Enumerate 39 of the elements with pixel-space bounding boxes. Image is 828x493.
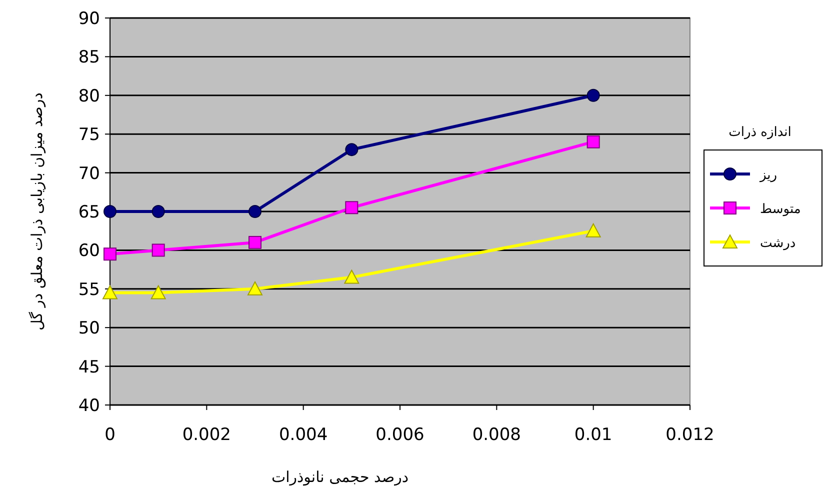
y-tick-label: 45 (78, 357, 100, 378)
point (104, 248, 116, 261)
y-tick-label: 40 (78, 396, 100, 416)
point (150, 285, 166, 300)
x-tick-label: 0.004 (278, 425, 328, 445)
y-tick-label: 70 (78, 164, 100, 184)
legend-title: اندازه ذرات (728, 125, 792, 140)
point (248, 205, 262, 218)
x-tick-label: 0 (104, 425, 116, 445)
legend-label: درشت (760, 236, 796, 251)
y-tick-label: 60 (78, 241, 100, 262)
point (248, 236, 262, 249)
y-tick-label: 90 (78, 9, 100, 29)
point (345, 143, 358, 156)
point (586, 135, 600, 148)
point (152, 244, 165, 257)
point (586, 88, 600, 102)
point (248, 281, 262, 296)
x-tick-label: 0.002 (182, 425, 232, 445)
x-axis-title: درصد حجمی نانوذرات (271, 468, 409, 486)
point (344, 270, 360, 284)
point (102, 285, 118, 300)
y-tick-label: 80 (78, 86, 100, 106)
point (104, 205, 116, 218)
y-axis-title: درصد میزان بازیابی ذرات معلق در گل (28, 92, 46, 330)
point (586, 223, 601, 238)
x-tick-label: 0.008 (472, 425, 522, 445)
legend-label: ریز (759, 168, 778, 183)
y-tick-label: 55 (78, 280, 100, 300)
y-tick-label: 50 (78, 318, 100, 339)
y-tick-label: 75 (78, 125, 100, 146)
y-tick-label: 65 (78, 202, 100, 222)
x-tick-label: 0.012 (666, 425, 714, 445)
y-tick-label: 85 (78, 48, 100, 68)
x-tick-label: 0.01 (574, 425, 612, 445)
legend-label: متوسط (760, 202, 801, 217)
x-tick-label: 0.006 (376, 425, 424, 445)
point (345, 201, 358, 214)
point (152, 205, 165, 218)
